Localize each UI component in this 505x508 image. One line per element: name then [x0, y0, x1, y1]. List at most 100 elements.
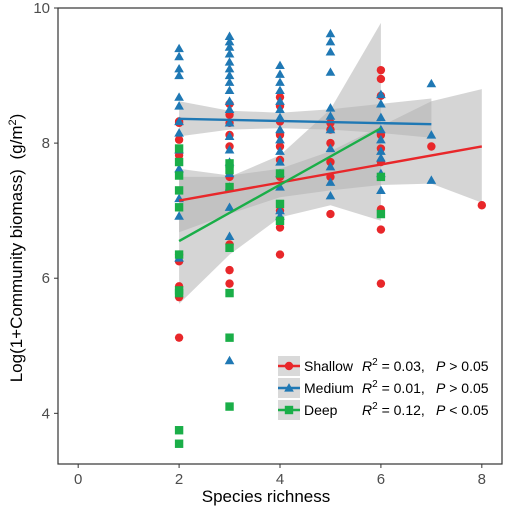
data-point-medium	[224, 77, 235, 86]
data-point-medium	[325, 143, 336, 153]
data-point-shallow	[376, 225, 386, 234]
data-point-medium	[174, 163, 184, 173]
data-point-deep	[174, 144, 184, 153]
data-point-medium	[275, 85, 285, 95]
data-point-shallow	[174, 135, 184, 144]
x-tick-label: 0	[74, 471, 82, 488]
data-point-medium	[224, 85, 235, 95]
data-point-medium	[325, 161, 336, 171]
data-point-medium	[325, 67, 336, 76]
data-points	[174, 28, 487, 448]
fit-line-medium	[179, 117, 432, 126]
data-point-deep	[174, 157, 184, 167]
data-point-deep	[275, 169, 285, 178]
data-point-medium	[224, 63, 235, 73]
data-point-medium	[174, 51, 184, 61]
data-point-medium	[376, 134, 386, 144]
fit-line-shallow	[178, 145, 483, 202]
data-point-medium	[224, 202, 235, 211]
legend-key-marker-medium	[284, 383, 294, 392]
data-point-deep	[225, 182, 234, 192]
data-point-deep	[376, 209, 386, 219]
fit-lines	[178, 117, 483, 243]
data-point-medium	[224, 131, 235, 140]
data-point-medium	[275, 157, 285, 166]
data-point-medium	[325, 124, 336, 134]
fit-line-deep	[178, 127, 382, 243]
data-point-medium	[224, 31, 235, 40]
data-point-medium	[174, 43, 184, 53]
data-point-medium	[275, 60, 285, 70]
data-point-medium	[224, 36, 235, 46]
axes: 0 2 4 6 8 4 6 8 10	[33, 0, 486, 488]
data-point-deep	[174, 171, 184, 180]
data-point-medium	[325, 47, 336, 56]
data-point-deep	[275, 199, 285, 209]
data-point-medium	[376, 146, 386, 155]
legend-key-marker-shallow	[284, 361, 294, 371]
y-axis-title-unit-close: )	[7, 114, 26, 120]
data-point-medium	[174, 211, 184, 220]
x-tick-label: 4	[276, 471, 284, 488]
data-point-medium	[426, 78, 437, 88]
legend-label-shallow: Shallow	[304, 358, 354, 374]
data-point-medium	[325, 28, 336, 38]
data-point-deep	[174, 286, 184, 295]
y-axis-title-unit: (g/m	[7, 126, 26, 160]
data-point-medium	[275, 182, 285, 191]
y-axis-title-main: Log(1+Community biomass)	[7, 169, 26, 382]
data-point-medium	[224, 42, 235, 51]
data-point-shallow	[174, 333, 184, 342]
data-point-shallow	[326, 138, 335, 148]
data-point-medium	[275, 69, 285, 78]
data-point-deep	[174, 426, 184, 435]
data-point-medium	[174, 92, 184, 101]
data-point-shallow	[376, 279, 386, 288]
legend-stat-medium: R2 = 0.01,	[362, 379, 425, 396]
data-point-shallow	[275, 250, 285, 259]
legend-key-marker-deep	[284, 405, 294, 415]
data-point-deep	[225, 243, 234, 253]
data-point-medium	[275, 96, 285, 105]
data-point-deep	[275, 216, 285, 225]
data-point-medium	[174, 63, 184, 73]
y-axis-title-unit-exponent: 2	[7, 119, 19, 125]
y-tick-label: 6	[42, 270, 50, 287]
data-point-deep	[376, 172, 386, 182]
data-point-medium	[174, 116, 184, 126]
x-tick-label: 2	[175, 471, 183, 488]
data-point-medium	[224, 96, 235, 105]
y-tick-label: 8	[42, 135, 50, 152]
data-point-medium	[325, 111, 336, 120]
data-point-deep	[225, 159, 234, 168]
data-point-shallow	[225, 265, 234, 275]
data-point-shallow	[477, 201, 487, 210]
legend-p-deep: P < 0.05	[436, 402, 489, 418]
confidence-band-medium	[179, 98, 432, 138]
data-point-medium	[376, 153, 386, 162]
data-point-medium	[224, 355, 235, 365]
legend-p-medium: P > 0.05	[436, 380, 489, 396]
data-point-medium	[275, 205, 285, 215]
data-point-shallow	[275, 223, 285, 232]
data-point-deep	[174, 203, 184, 212]
data-point-medium	[376, 89, 386, 99]
data-point-medium	[426, 130, 437, 139]
data-point-medium	[275, 104, 285, 113]
data-point-medium	[376, 99, 386, 108]
data-point-deep	[174, 186, 184, 195]
data-point-medium	[224, 57, 235, 66]
data-point-deep	[225, 288, 234, 298]
legend-p-shallow: P > 0.05	[436, 358, 489, 374]
data-point-medium	[275, 146, 285, 155]
data-point-deep	[225, 402, 234, 411]
data-point-deep	[225, 333, 234, 342]
x-tick-label: 8	[478, 471, 486, 488]
data-point-deep	[174, 439, 184, 448]
y-tick-label: 10	[33, 0, 50, 17]
data-point-medium	[224, 70, 235, 80]
data-point-medium	[174, 128, 184, 137]
legend-label-deep: Deep	[304, 402, 338, 418]
data-point-medium	[224, 118, 235, 127]
y-axis-title: Log(1+Community biomass) (g/m2)	[7, 114, 26, 383]
